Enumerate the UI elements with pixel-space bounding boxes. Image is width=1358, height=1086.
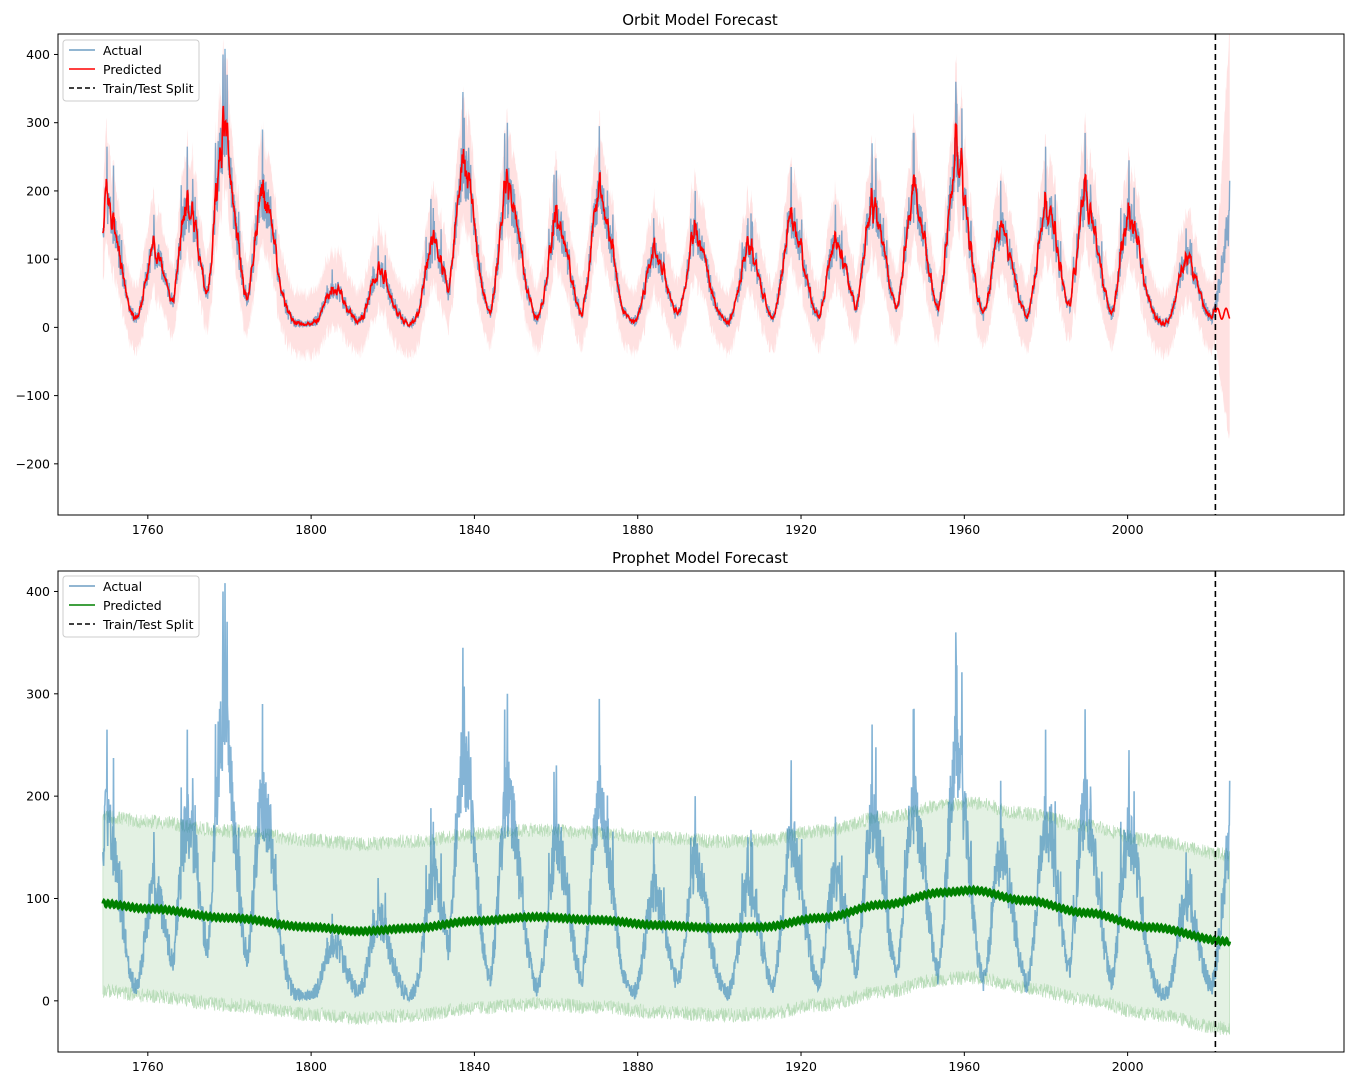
prophet-predicted-line (101, 884, 1232, 947)
orbit-x-tick-label: 1760 (132, 522, 164, 537)
orbit-axes-frame (57, 33, 1345, 516)
prophet-y-axis: 0 100 200 300 400 (26, 584, 58, 1008)
prophet-x-tick-label: 1920 (785, 1059, 817, 1074)
orbit-x-tick-label: 1840 (459, 522, 491, 537)
orbit-y-tick-label: 300 (26, 115, 50, 130)
orbit-x-axis: 1760 1800 1840 1880 1920 1960 2000 (132, 515, 1144, 537)
orbit-legend-split-label: Train/Test Split (102, 81, 194, 96)
prophet-y-tick-label: 100 (26, 891, 50, 906)
prophet-legend: Actual Predicted Train/Test Split (62, 575, 200, 638)
orbit-chart-title: Orbit Model Forecast (622, 11, 778, 29)
prophet-predicted-series (101, 884, 1232, 947)
prophet-legend-predicted-label: Predicted (103, 598, 162, 613)
orbit-panel: Orbit Model Forecast 1760 1800 1840 1880 192… (16, 11, 1345, 537)
prophet-x-tick-label: 1760 (132, 1059, 164, 1074)
orbit-x-tick-label: 1960 (948, 522, 980, 537)
orbit-y-axis: −200 −100 0 100 200 300 400 (16, 47, 58, 471)
prophet-x-axis: 1760 1800 1840 1880 1920 1960 2000 (132, 1052, 1144, 1074)
prophet-x-tick-label: 1840 (459, 1059, 491, 1074)
prophet-x-tick-label: 1800 (295, 1059, 327, 1074)
orbit-y-tick-label: 100 (26, 252, 50, 267)
prophet-y-tick-label: 400 (26, 584, 50, 599)
prophet-x-tick-label: 2000 (1112, 1059, 1144, 1074)
prophet-y-tick-label: 200 (26, 789, 50, 804)
orbit-legend-box (62, 39, 200, 102)
orbit-x-tick-label: 1800 (295, 522, 327, 537)
orbit-legend-predicted-label: Predicted (103, 62, 162, 77)
orbit-predicted-series (102, 105, 1231, 328)
orbit-y-tick-label: 200 (26, 183, 50, 198)
orbit-x-tick-label: 2000 (1112, 522, 1144, 537)
prophet-x-tick-label: 1880 (622, 1059, 654, 1074)
prophet-y-tick-label: 300 (26, 686, 50, 701)
prophet-legend-box (62, 575, 200, 638)
orbit-y-tick-label: −100 (16, 388, 50, 403)
orbit-x-tick-label: 1880 (622, 522, 654, 537)
orbit-predicted-line (102, 105, 1231, 328)
prophet-axes-frame (57, 570, 1345, 1053)
prophet-y-tick-label: 0 (42, 993, 50, 1008)
prophet-x-tick-label: 1960 (948, 1059, 980, 1074)
orbit-legend-actual-label: Actual (103, 43, 142, 58)
prophet-panel: Prophet Model Forecast 1760 1800 1840 1880 1… (26, 549, 1345, 1074)
prophet-chart-title: Prophet Model Forecast (612, 549, 788, 567)
orbit-y-tick-label: 400 (26, 47, 50, 62)
orbit-y-tick-label: −200 (16, 456, 50, 471)
prophet-legend-split-label: Train/Test Split (102, 617, 194, 632)
orbit-legend: Actual Predicted Train/Test Split (62, 39, 200, 102)
prophet-legend-actual-label: Actual (103, 579, 142, 594)
orbit-y-tick-label: 0 (42, 320, 50, 335)
orbit-x-tick-label: 1920 (785, 522, 817, 537)
